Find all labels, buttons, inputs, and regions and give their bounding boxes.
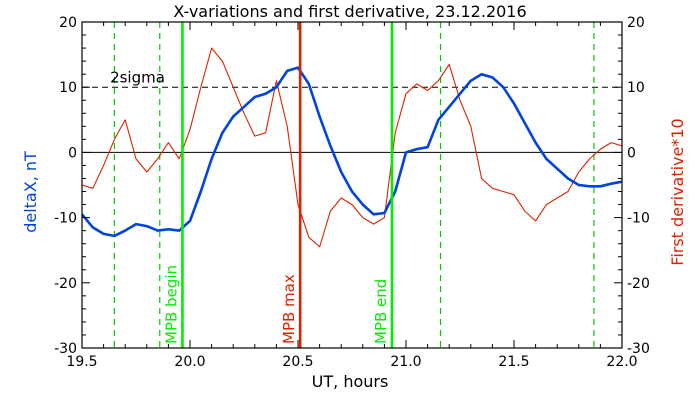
y-tick-label-left: -20 [54, 276, 77, 292]
x-tick-label: 19.5 [66, 354, 97, 370]
plot-area: 2sigma MPB begin MPB max MPB end -30 -30 -20 -2… [54, 15, 650, 370]
y-tick-label-right: -20 [627, 276, 650, 292]
y-axis-label-right: First derivative*10 [668, 118, 687, 265]
series-line-derivative [81, 47, 623, 248]
y-tick-label-right: -10 [627, 211, 650, 227]
y-tick-label-right: 0 [627, 145, 636, 161]
y-tick-label-right: -30 [627, 341, 650, 357]
y-tick-label-right: 20 [627, 15, 645, 31]
chart-title: X-variations and first derivative, 23.12… [173, 2, 526, 21]
mpb-max-label: MPB max [280, 274, 298, 344]
y-tick-label-left: -10 [54, 211, 77, 227]
mpb-end-label: MPB end [372, 279, 390, 344]
y-tick-label-left: -30 [54, 341, 77, 357]
x-tick-label: 20.5 [282, 354, 313, 370]
x-tick-label: 20.0 [174, 354, 205, 370]
y-tick-label-left: 10 [59, 80, 77, 96]
x-tick-label: 21.5 [498, 354, 529, 370]
plot-frame [81, 21, 623, 349]
y-axis-label-left: deltaX, nT [21, 151, 40, 233]
y-tick-label-right: 10 [627, 80, 645, 96]
x-axis-label: UT, hours [312, 372, 389, 391]
y-tick-label-left: 0 [68, 145, 77, 161]
series-line-deltax [80, 66, 623, 238]
x-tick-label: 21.0 [390, 354, 421, 370]
mpb-begin-label: MPB begin [162, 265, 180, 344]
y-tick-label-left: 20 [59, 15, 77, 31]
sigma-label: 2sigma [110, 68, 165, 86]
x-tick-label: 22.0 [606, 354, 637, 370]
